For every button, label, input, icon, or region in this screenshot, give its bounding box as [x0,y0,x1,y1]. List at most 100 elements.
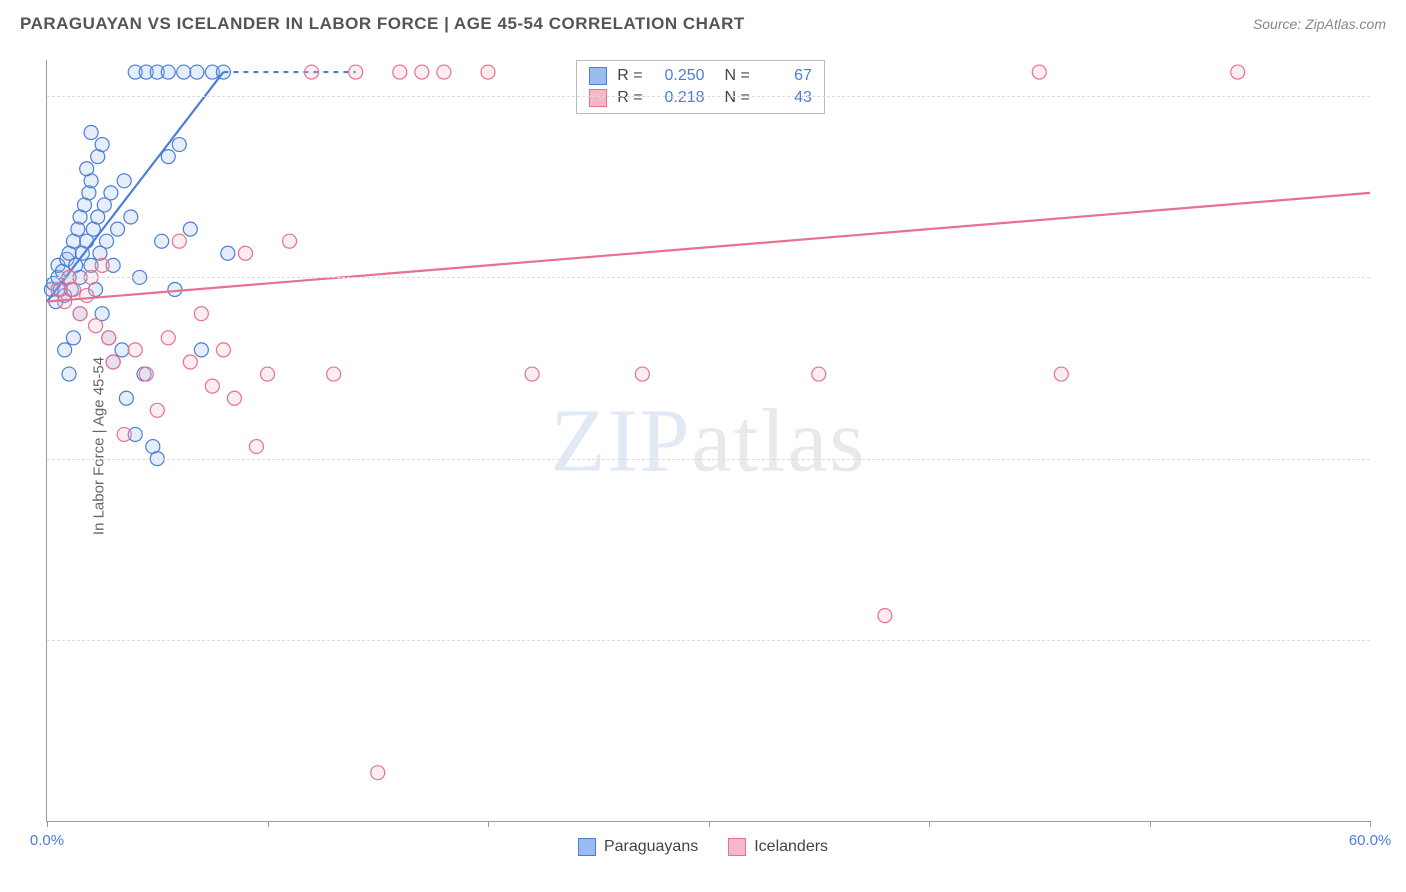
data-point [66,331,80,345]
chart-plot-area: ZIPatlas R =0.250N =67R =0.218N =43 55.0… [46,60,1370,822]
data-point [190,65,204,79]
data-point [249,440,263,454]
data-point [124,210,138,224]
legend-swatch [589,67,607,85]
data-point [111,222,125,236]
data-point [95,138,109,152]
legend-swatch [728,838,746,856]
data-point [177,65,191,79]
data-point [812,367,826,381]
data-point [183,222,197,236]
data-point [305,65,319,79]
legend-correlation-row: R = 0.250 N = 67 [589,65,812,87]
data-point [168,283,182,297]
x-tick [929,821,930,827]
x-tick [268,821,269,827]
legend-series-item: Paraguayans [578,838,698,856]
legend-n-value: 43 [760,89,812,107]
data-point [238,246,252,260]
legend-correlation-row: R = 0.218 N = 43 [589,87,812,109]
data-point [80,162,94,176]
data-point [349,65,363,79]
x-tick [47,821,48,827]
data-point [73,307,87,321]
data-point [194,343,208,357]
gridline-h [47,96,1370,97]
data-point [89,319,103,333]
data-point [104,186,118,200]
data-point [221,246,235,260]
data-point [194,307,208,321]
data-point [1231,65,1245,79]
legend-series: Paraguayans Icelanders [0,838,1406,856]
data-point [635,367,649,381]
trend-line [47,72,223,302]
data-point [128,343,142,357]
legend-swatch [578,838,596,856]
legend-n-label: N = [725,89,750,107]
data-point [100,234,114,248]
data-point [393,65,407,79]
data-point [106,355,120,369]
data-point [139,367,153,381]
data-point [150,403,164,417]
legend-n-label: N = [725,67,750,85]
data-point [117,427,131,441]
data-point [62,367,76,381]
data-point [205,379,219,393]
legend-n-value: 67 [760,67,812,85]
legend-r-label: R = [617,67,642,85]
data-point [161,331,175,345]
data-point [183,355,197,369]
data-point [878,609,892,623]
legend-swatch [589,89,607,107]
x-tick [1150,821,1151,827]
y-tick-label: 55.0% [1376,631,1406,648]
data-point [216,343,230,357]
data-point [115,343,129,357]
data-point [1032,65,1046,79]
header: PARAGUAYAN VS ICELANDER IN LABOR FORCE |… [0,0,1406,48]
data-point [117,174,131,188]
gridline-h [47,640,1370,641]
x-tick [488,821,489,827]
data-point [172,234,186,248]
data-point [66,283,80,297]
data-point [119,391,133,405]
x-tick [709,821,710,827]
gridline-h [47,459,1370,460]
chart-title: PARAGUAYAN VS ICELANDER IN LABOR FORCE |… [20,14,745,34]
data-point [327,367,341,381]
data-point [415,65,429,79]
y-tick-label: 85.0% [1376,269,1406,286]
y-tick-label: 100.0% [1376,88,1406,105]
data-point [481,65,495,79]
data-point [172,138,186,152]
legend-r-value: 0.218 [653,89,705,107]
legend-series-label: Paraguayans [604,838,698,856]
data-point [80,289,94,303]
data-point [283,234,297,248]
data-point [58,343,72,357]
data-point [227,391,241,405]
x-tick [1370,821,1371,827]
data-point [371,766,385,780]
data-point [161,65,175,79]
data-point [261,367,275,381]
data-point [437,65,451,79]
data-point [1054,367,1068,381]
gridline-h [47,277,1370,278]
data-point [155,234,169,248]
data-point [84,125,98,139]
legend-series-item: Icelanders [728,838,828,856]
source-label: Source: ZipAtlas.com [1253,16,1386,32]
data-point [525,367,539,381]
data-point [95,258,109,272]
legend-r-label: R = [617,89,642,107]
data-point [102,331,116,345]
legend-r-value: 0.250 [653,67,705,85]
scatter-svg [47,60,1370,821]
legend-correlation-box: R = 0.250 N = 67 R = 0.218 N = 43 [576,60,825,114]
y-tick-label: 70.0% [1376,450,1406,467]
legend-series-label: Icelanders [754,838,828,856]
